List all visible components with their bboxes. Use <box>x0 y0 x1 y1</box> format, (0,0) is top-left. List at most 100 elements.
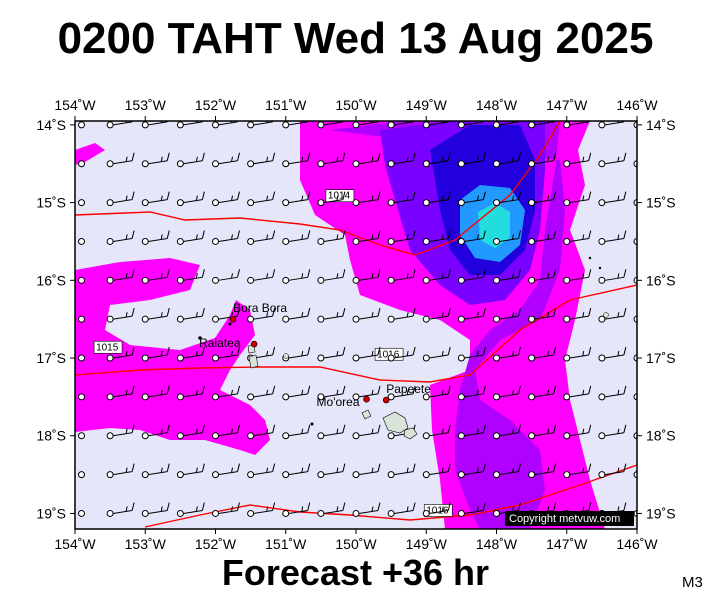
wind-barb <box>493 424 521 440</box>
x-tick-label-top: 151˚W <box>265 97 307 113</box>
y-tick-label-left: 14˚S <box>36 117 66 133</box>
wind-barb <box>493 502 521 517</box>
wind-barb <box>352 424 381 440</box>
wind-barb <box>422 424 451 440</box>
wind-barb <box>317 385 346 401</box>
wind-barb <box>176 121 204 129</box>
svg-text:1015: 1015 <box>96 342 119 353</box>
y-tick-label-left: 18˚S <box>36 428 66 444</box>
wind-barb <box>106 308 135 323</box>
wind-barb <box>563 385 592 401</box>
wind-barb <box>141 152 170 168</box>
wind-barb <box>106 191 135 207</box>
wind-barb <box>78 432 86 440</box>
wind-barb <box>212 463 240 479</box>
place-bora-bora: Bora Bora <box>229 301 287 323</box>
island-east-3 <box>598 266 602 270</box>
wind-barb <box>212 191 240 207</box>
wind-barb <box>387 121 414 129</box>
wind-barb <box>78 199 86 207</box>
wind-barb <box>422 502 451 517</box>
wind-barb <box>317 308 346 323</box>
wind-barb <box>176 385 205 401</box>
wind-barb <box>141 424 170 440</box>
wind-barb <box>141 385 170 401</box>
wind-barb <box>282 424 311 440</box>
wind-barb <box>141 191 170 207</box>
svg-text:Bora Bora: Bora Bora <box>233 301 287 315</box>
wind-barb <box>106 346 135 362</box>
island-tupai <box>228 322 232 326</box>
wind-barb <box>598 463 627 479</box>
wind-barb <box>106 385 135 401</box>
wind-barb <box>493 230 521 245</box>
wind-barb <box>282 308 311 323</box>
wind-barb <box>422 152 451 168</box>
wind-barb <box>598 152 627 168</box>
svg-text:1016: 1016 <box>377 349 400 360</box>
x-tick-label-bottom: 148˚W <box>476 536 518 552</box>
wind-barb <box>176 308 205 323</box>
wind-barb <box>176 346 205 362</box>
wind-barb <box>387 463 416 479</box>
x-tick-label-bottom: 149˚W <box>406 536 448 552</box>
svg-text:1014: 1014 <box>328 191 351 202</box>
place-papeete: Papeete <box>382 382 431 404</box>
wind-barb <box>78 237 86 245</box>
wind-barb <box>352 191 381 207</box>
wind-barb <box>387 308 416 323</box>
x-tick-label-top: 154˚W <box>54 97 96 113</box>
wind-barb <box>457 385 486 401</box>
x-tick-label-top: 148˚W <box>476 97 518 113</box>
svg-text:Papeete: Papeete <box>386 382 431 396</box>
wind-barb <box>387 346 416 362</box>
model-label: M3 <box>682 574 703 591</box>
wind-barb <box>387 269 416 284</box>
x-tick-label-top: 152˚W <box>195 97 237 113</box>
isobar-label: 1015 <box>93 340 123 354</box>
wind-barb <box>598 269 627 284</box>
x-tick-label-bottom: 153˚W <box>125 536 167 552</box>
x-tick-label-bottom: 146˚W <box>616 536 658 552</box>
wind-barb <box>212 346 240 362</box>
wind-barb <box>212 152 240 168</box>
wind-barb <box>493 346 521 362</box>
wind-barb <box>317 191 346 207</box>
wind-barb <box>457 230 486 245</box>
island-east-4 <box>588 256 592 260</box>
copyright-box <box>505 511 634 526</box>
wind-barb <box>563 308 592 323</box>
wind-barb <box>176 424 205 440</box>
wind-barb <box>141 346 170 362</box>
wind-barb <box>212 121 239 129</box>
wind-barb <box>78 160 86 168</box>
x-tick-label-bottom: 150˚W <box>335 536 377 552</box>
wind-barb <box>598 346 627 362</box>
page-title: 0200 TAHT Wed 13 Aug 2025 <box>57 14 654 63</box>
wind-barb <box>457 152 486 168</box>
island-tahiti <box>382 411 409 434</box>
wind-barb <box>78 354 86 362</box>
wind-barb <box>457 269 486 284</box>
wind-barb <box>141 463 170 479</box>
wind-barb <box>563 121 590 129</box>
wind-barb <box>598 230 627 245</box>
wind-barb <box>282 463 311 479</box>
island-east-1 <box>603 312 609 318</box>
wind-barb <box>598 424 627 440</box>
wind-barb <box>563 152 592 168</box>
wind-barb <box>141 502 170 517</box>
x-tick-label-bottom: 154˚W <box>54 536 96 552</box>
isobar-labels: 1014 1015 1016 1016 <box>93 189 453 517</box>
y-tick-label-right: 17˚S <box>646 350 676 366</box>
wind-barb <box>528 385 557 401</box>
wind-barb <box>317 502 346 517</box>
island-east-2 <box>639 192 642 195</box>
wind-barb <box>176 191 205 207</box>
y-tick-label-right: 14˚S <box>646 117 676 133</box>
wind-barb <box>387 502 416 517</box>
wind-barbs <box>78 121 637 517</box>
wind-barb <box>141 230 170 245</box>
wind-barb <box>598 191 627 207</box>
wind-barb <box>282 502 311 517</box>
